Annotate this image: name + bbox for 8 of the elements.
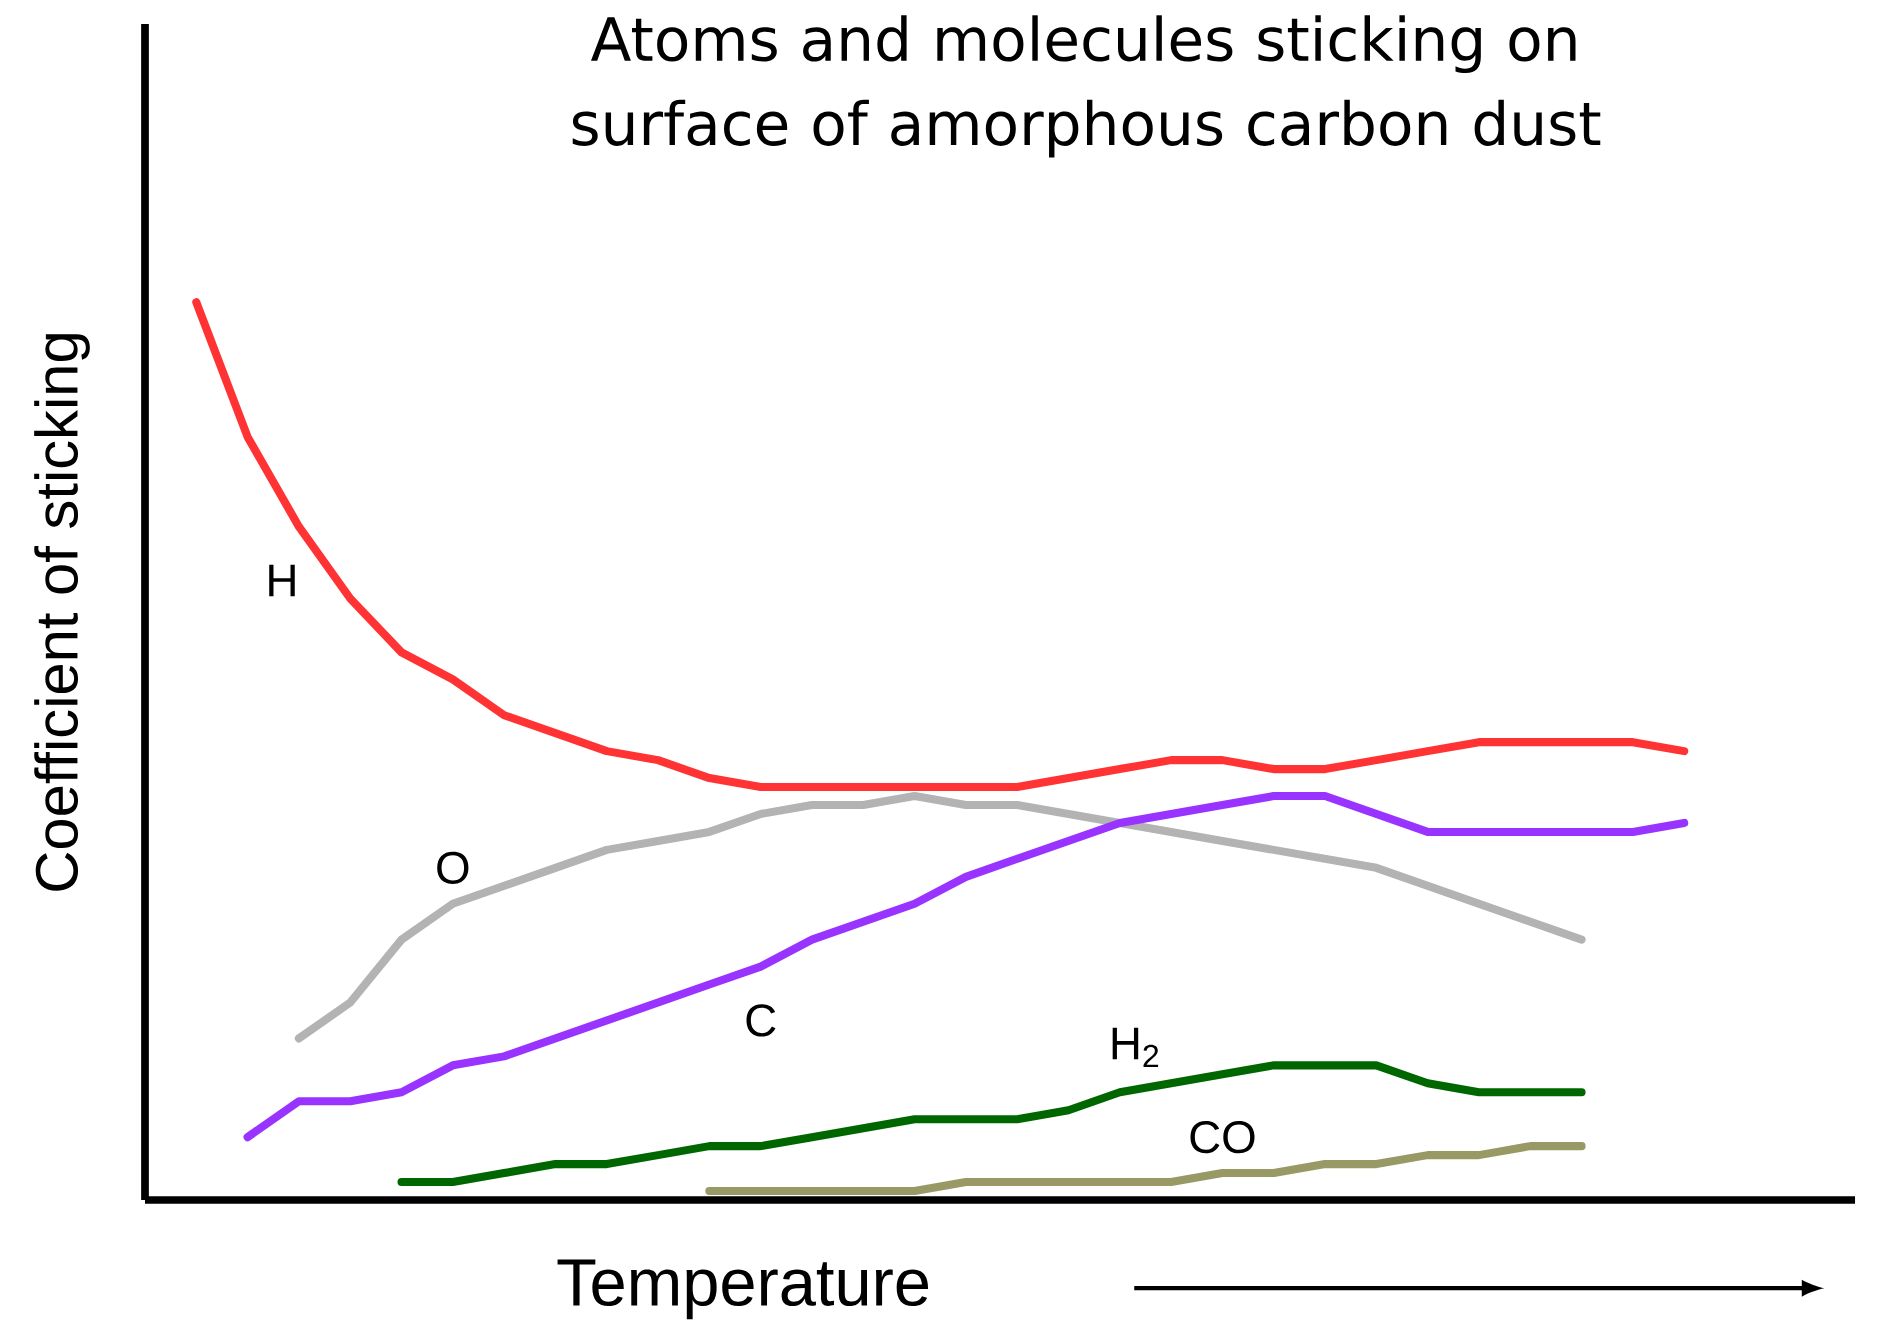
chart-title: Atoms and molecules sticking on surface of amorphous carbon dust <box>572 15 1601 158</box>
x-axis-title: Temperature <box>557 1259 929 1320</box>
series-label: H <box>269 564 295 597</box>
series-label: CO <box>1190 1120 1255 1154</box>
y-axis-title: Coefficient of sticking <box>34 334 90 891</box>
series-label: O <box>437 851 469 885</box>
series-label: H$_{2}$ <box>1112 1027 1159 1068</box>
series-label: C <box>746 1004 776 1037</box>
